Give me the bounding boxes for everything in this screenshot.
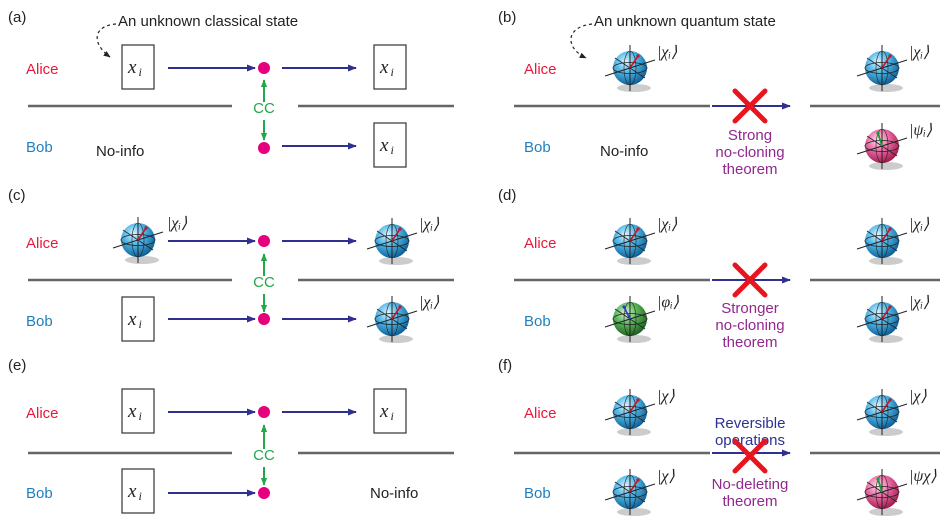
panel-label-c: (c) xyxy=(8,187,26,204)
bloch-sphere-icon xyxy=(856,122,908,171)
node-bob xyxy=(258,142,270,154)
theorem-label-line1: No-deleting xyxy=(712,476,789,493)
theorem-label-line3: theorem xyxy=(722,334,777,351)
ket-label: |χᵢ⟩ xyxy=(657,44,678,61)
panel-label-a: (a) xyxy=(8,9,26,26)
bob-no-info-text: No-info xyxy=(96,143,144,160)
theorem-label-line2: no-cloning xyxy=(715,317,784,334)
ket-label: |χᵢ⟩ xyxy=(909,294,930,311)
dashed-curved-arrow-icon xyxy=(570,23,593,59)
node-bob xyxy=(258,313,270,325)
alice-label: Alice xyxy=(524,405,557,422)
operations-label-line1: Reversible xyxy=(715,415,786,432)
state-box-alice-in xyxy=(121,44,155,90)
theorem-label-line1: Strong xyxy=(728,127,772,144)
alice-label: Alice xyxy=(524,61,557,78)
annotation-classical-state: An unknown classical state xyxy=(118,13,298,30)
bloch-sphere-icon xyxy=(604,295,656,344)
node-alice xyxy=(258,62,270,74)
bloch-sphere-icon xyxy=(112,216,164,265)
bob-no-info-text: No-info xyxy=(370,485,418,502)
dashed-curved-arrow-icon xyxy=(96,23,117,58)
bob-label: Bob xyxy=(524,139,551,156)
panel-f: (f) Alice Bob |χ⟩ |χ⟩ Reversible operati… xyxy=(498,357,940,517)
panel-label-f: (f) xyxy=(498,357,512,374)
theorem-label-line1: Stronger xyxy=(721,300,779,317)
ket-label: |χ⟩ xyxy=(657,388,675,405)
theorem-label-line3: theorem xyxy=(722,161,777,178)
bloch-sphere-icon xyxy=(856,217,908,266)
operations-label-line2: operations xyxy=(715,432,785,449)
node-alice xyxy=(258,406,270,418)
annotation-quantum-state: An unknown quantum state xyxy=(594,13,776,30)
bob-no-info-text: No-info xyxy=(600,143,648,160)
bloch-sphere-icon xyxy=(856,468,908,517)
panel-a: (a) An unknown classical state Alice Bob… xyxy=(8,9,454,168)
ket-label: |χᵢ⟩ xyxy=(167,215,188,232)
ket-label: |χᵢ⟩ xyxy=(419,294,440,311)
state-box-bob-in xyxy=(121,468,155,514)
ket-label: |χ⟩ xyxy=(909,388,927,405)
node-alice xyxy=(258,235,270,247)
state-box-alice-in xyxy=(121,388,155,434)
bloch-sphere-icon xyxy=(604,468,656,517)
ket-label: |χᵢ⟩ xyxy=(657,216,678,233)
alice-label: Alice xyxy=(26,235,59,252)
panel-label-d: (d) xyxy=(498,187,516,204)
bob-label: Bob xyxy=(524,485,551,502)
ket-label: |χᵢ⟩ xyxy=(909,44,930,61)
cc-label: CC xyxy=(253,274,275,291)
panel-label-e: (e) xyxy=(8,357,26,374)
state-box-bob-in xyxy=(121,296,155,342)
panel-b: (b) An unknown quantum state Alice Bob N… xyxy=(498,9,940,178)
alice-label: Alice xyxy=(26,61,59,78)
bloch-sphere-icon xyxy=(856,388,908,437)
bob-label: Bob xyxy=(26,485,53,502)
ket-label: |ψᵢ⟩ xyxy=(909,122,933,139)
bob-label: Bob xyxy=(524,313,551,330)
bob-label: Bob xyxy=(26,313,53,330)
ket-label: |χ⟩ xyxy=(657,468,675,485)
cc-label: CC xyxy=(253,447,275,464)
state-box-bob-out xyxy=(373,122,407,168)
ket-label: |ψχ⟩ xyxy=(909,468,937,485)
ket-label: |φᵢ⟩ xyxy=(657,294,680,311)
alice-label: Alice xyxy=(26,405,59,422)
bloch-sphere-icon xyxy=(604,44,656,93)
ket-label: |χᵢ⟩ xyxy=(419,216,440,233)
bloch-sphere-icon xyxy=(366,295,418,344)
bloch-sphere-icon xyxy=(856,295,908,344)
cc-label: CC xyxy=(253,100,275,117)
alice-label: Alice xyxy=(524,235,557,252)
bob-label: Bob xyxy=(26,139,53,156)
theorem-label-line2: no-cloning xyxy=(715,144,784,161)
ket-label: |χᵢ⟩ xyxy=(909,216,930,233)
state-box-alice-out xyxy=(373,388,407,434)
panel-d: (d) Alice Bob |χᵢ⟩ |φᵢ⟩ Stronger no-clon… xyxy=(498,187,940,351)
theorem-label-line2: theorem xyxy=(722,493,777,510)
bloch-sphere-icon xyxy=(856,44,908,93)
bloch-sphere-icon xyxy=(604,217,656,266)
state-box-alice-out xyxy=(373,44,407,90)
node-bob xyxy=(258,487,270,499)
bloch-sphere-icon xyxy=(366,217,418,266)
bloch-sphere-icon xyxy=(604,388,656,437)
panel-label-b: (b) xyxy=(498,9,516,26)
